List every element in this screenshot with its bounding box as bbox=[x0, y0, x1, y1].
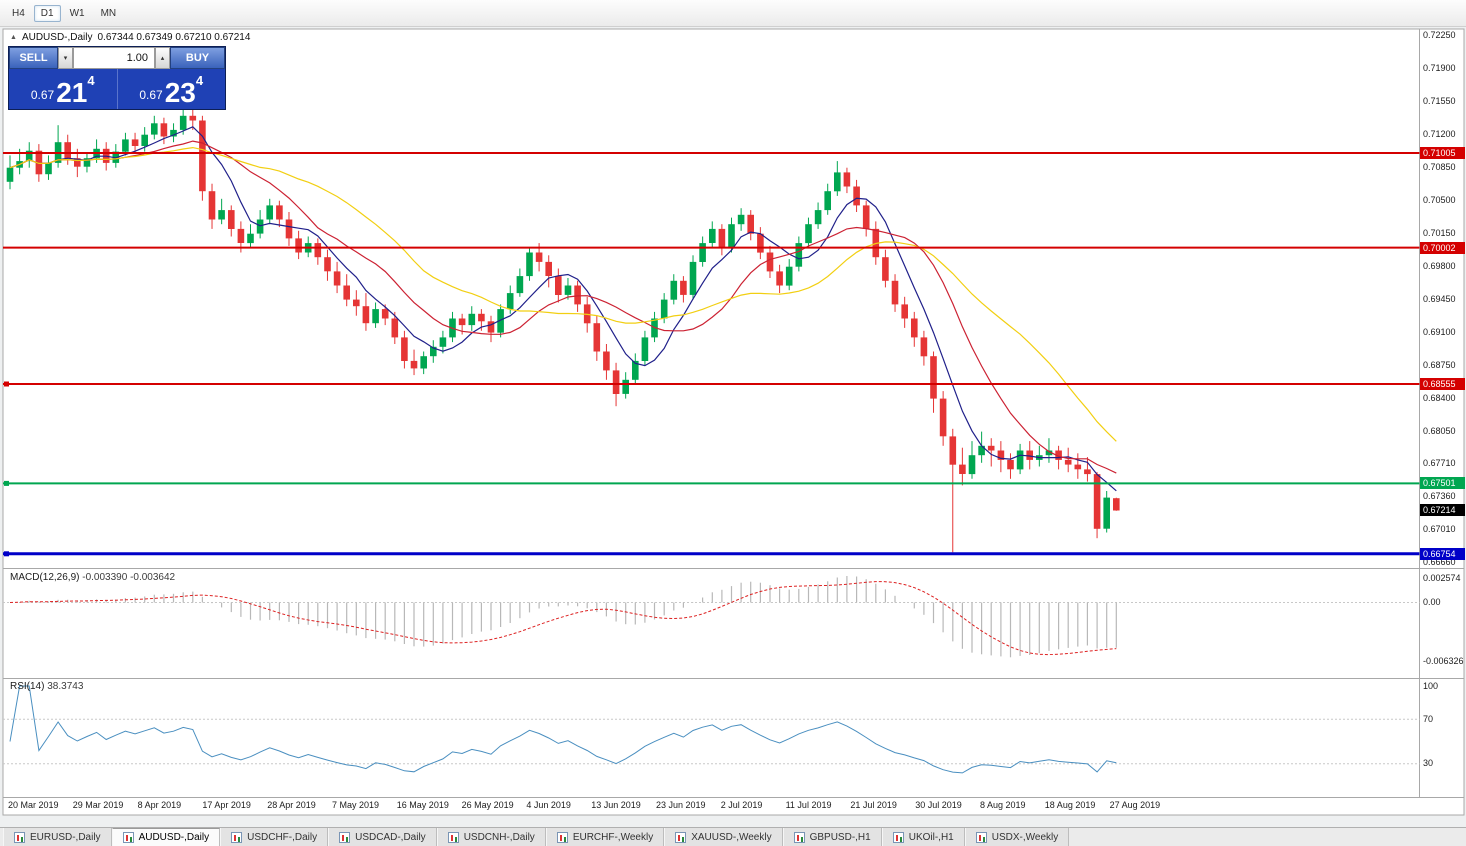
chart-tab-xauusd-weekly[interactable]: XAUUSD-,Weekly bbox=[664, 828, 783, 846]
timeframe-button-d1[interactable]: D1 bbox=[33, 4, 61, 22]
chart-tab-eurchf-weekly[interactable]: EURCHF-,Weekly bbox=[545, 828, 665, 846]
chart-tab-usdcad-daily[interactable]: USDCAD-,Daily bbox=[328, 828, 437, 846]
timeframe-button-mn[interactable]: MN bbox=[100, 7, 117, 19]
line-handle[interactable] bbox=[4, 551, 9, 557]
trade-controls-row: SELL ▾ ▴ BUY bbox=[9, 47, 225, 69]
rsi-label: RSI(14) 38.3743 bbox=[10, 681, 83, 692]
chart-tab-icon bbox=[14, 831, 25, 843]
macd-signal-line bbox=[9, 581, 1117, 656]
chart-tab-usdcnh-daily[interactable]: USDCNH-,Daily bbox=[436, 828, 546, 846]
buy-button[interactable]: BUY bbox=[170, 47, 225, 69]
line-handle[interactable] bbox=[4, 381, 9, 387]
rsi-title: RSI(14) bbox=[10, 681, 45, 692]
macd-title: MACD(12,26,9) bbox=[10, 572, 80, 583]
chart-tab-icon bbox=[556, 831, 568, 843]
ask-price[interactable]: 0.67 23 4 bbox=[118, 69, 226, 109]
chart-tab-usdx-weekly[interactable]: USDX-,Weekly bbox=[964, 828, 1070, 846]
ma-line-6 bbox=[9, 126, 1117, 492]
timeframe-button-w1[interactable]: W1 bbox=[69, 7, 85, 19]
ask-prefix: 0.67 bbox=[139, 88, 163, 102]
volume-down-button[interactable]: ▾ bbox=[58, 47, 73, 69]
chart-tab-usdchf-daily[interactable]: USDCHF-,Daily bbox=[220, 828, 329, 846]
rsi-value: 38.3743 bbox=[47, 681, 84, 692]
chart-tab-label: USDX-,Weekly bbox=[991, 831, 1059, 843]
chart-tab-audusd-daily[interactable]: AUDUSD-,Daily bbox=[111, 828, 221, 846]
timeframe-button-h4[interactable]: H4 bbox=[12, 7, 25, 19]
chart-tab-eurusd-daily[interactable]: EURUSD-,Daily bbox=[3, 828, 112, 846]
trade-prices-row: 0.67 21 4 0.67 23 4 bbox=[9, 69, 225, 109]
legend-symbol: AUDUSD-,Daily bbox=[21, 32, 93, 43]
rsi-line bbox=[9, 685, 1117, 774]
one-click-trading-widget: SELL ▾ ▴ BUY 0.67 21 4 0.67 23 4 bbox=[8, 46, 226, 110]
chart-tab-label: XAUUSD-,Weekly bbox=[691, 831, 772, 843]
candles bbox=[6, 104, 1120, 553]
ma-line-13 bbox=[9, 140, 1117, 474]
volume-up-button[interactable]: ▴ bbox=[155, 47, 170, 69]
ask-pipette: 4 bbox=[195, 73, 204, 88]
bid-big-digits: 21 bbox=[56, 77, 88, 109]
chart-tab-label: USDCAD-,Daily bbox=[355, 831, 426, 843]
macd-histogram bbox=[19, 576, 1117, 658]
line-handle[interactable] bbox=[4, 480, 9, 486]
chart-tab-icon bbox=[975, 831, 987, 843]
chart-tab-label: EURCHF-,Weekly bbox=[572, 831, 654, 843]
legend-ohlc: 0.67344 0.67349 0.67210 0.67214 bbox=[97, 32, 251, 43]
macd-values: -0.003390 -0.003642 bbox=[82, 572, 176, 583]
ma-line-24 bbox=[9, 146, 1117, 442]
chart-tab-label: AUDUSD-,Daily bbox=[138, 832, 210, 843]
ask-big-digits: 23 bbox=[164, 77, 196, 109]
chart-tab-icon bbox=[339, 831, 351, 843]
chart-tab-label: EURUSD-,Daily bbox=[30, 831, 101, 843]
volume-input[interactable] bbox=[73, 47, 155, 69]
chart-tabs-bar: EURUSD-,Daily AUDUSD-,Daily USDCHF-,Daily U… bbox=[0, 827, 1466, 846]
chart-tab-label: USDCNH-,Daily bbox=[463, 831, 535, 843]
chart-tab-label: USDCHF-,Daily bbox=[247, 831, 318, 843]
macd-label: MACD(12,26,9) -0.003390 -0.003642 bbox=[10, 572, 175, 583]
chart-tab-icon bbox=[231, 831, 243, 843]
bid-pipette: 4 bbox=[87, 73, 95, 88]
timeframe-toolbar: H4 D1 W1 MN bbox=[0, 0, 1466, 27]
bid-prefix: 0.67 bbox=[30, 88, 55, 102]
chart-tab-icon bbox=[892, 831, 904, 843]
chart-tab-icon bbox=[675, 831, 687, 843]
chart-tab-label: GBPUSD-,H1 bbox=[809, 831, 871, 843]
chart-tab-icon bbox=[447, 831, 459, 843]
chart-tab-ukoil-h1[interactable]: UKOil-,H1 bbox=[881, 828, 965, 846]
chart-tab-label: UKOil-,H1 bbox=[908, 831, 954, 843]
chart-tab-icon bbox=[793, 831, 805, 843]
chart-legend: ▲ AUDUSD-,Daily 0.67344 0.67349 0.67210 … bbox=[10, 32, 250, 43]
chart-tab-gbpusd-h1[interactable]: GBPUSD-,H1 bbox=[782, 828, 882, 846]
sell-button[interactable]: SELL bbox=[9, 47, 58, 69]
bid-price[interactable]: 0.67 21 4 bbox=[9, 69, 118, 109]
chart-icon: ▲ bbox=[10, 34, 17, 41]
chart-tab-icon bbox=[122, 832, 134, 843]
